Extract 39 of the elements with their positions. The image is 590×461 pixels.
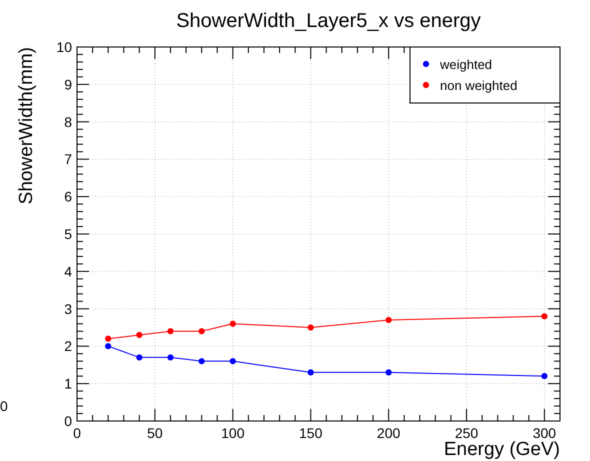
x-tick-label: 300 xyxy=(532,425,556,441)
point xyxy=(386,369,392,376)
text: 0 xyxy=(0,398,8,414)
y-tick-label: 4 xyxy=(64,263,72,280)
y-axis-title: ShowerWidth(mm) xyxy=(16,47,37,204)
y-tick-label: 3 xyxy=(64,300,72,317)
y-tick-label: 9 xyxy=(64,76,72,92)
point xyxy=(167,328,174,334)
point xyxy=(308,324,314,331)
x-tick-label: 150 xyxy=(299,425,323,441)
point xyxy=(136,354,142,361)
point xyxy=(230,320,236,327)
point xyxy=(167,354,174,361)
point xyxy=(105,336,112,342)
y-tick-label: 1 xyxy=(64,376,72,392)
point xyxy=(308,369,314,376)
x-tick-label: 100 xyxy=(221,425,245,441)
point xyxy=(541,313,548,320)
y-tick-label: 8 xyxy=(64,114,72,130)
x-axis-title: Energy (GeV) xyxy=(444,439,560,460)
x-tick-label: 50 xyxy=(147,425,163,441)
point xyxy=(541,373,548,380)
point xyxy=(198,358,205,364)
point xyxy=(230,358,236,364)
y-tick-label: 6 xyxy=(64,188,72,205)
point xyxy=(386,316,392,324)
chart-title: ShowerWidth_Layer5_x vs energy xyxy=(176,10,481,32)
y-tick-label: 2 xyxy=(64,338,72,354)
x-tick-label: 250 xyxy=(454,425,478,441)
point xyxy=(105,343,112,350)
y-tick-label: 7 xyxy=(64,151,72,168)
y-tick-label: 0 xyxy=(64,413,72,429)
legend-label: non weighted xyxy=(440,78,518,93)
point xyxy=(198,328,205,334)
y-tick-label: 10 xyxy=(56,39,72,55)
y-tick-label: 5 xyxy=(64,226,72,242)
x-tick-label: 200 xyxy=(376,425,401,441)
point xyxy=(136,332,142,338)
legend-label: weighted xyxy=(439,57,492,72)
